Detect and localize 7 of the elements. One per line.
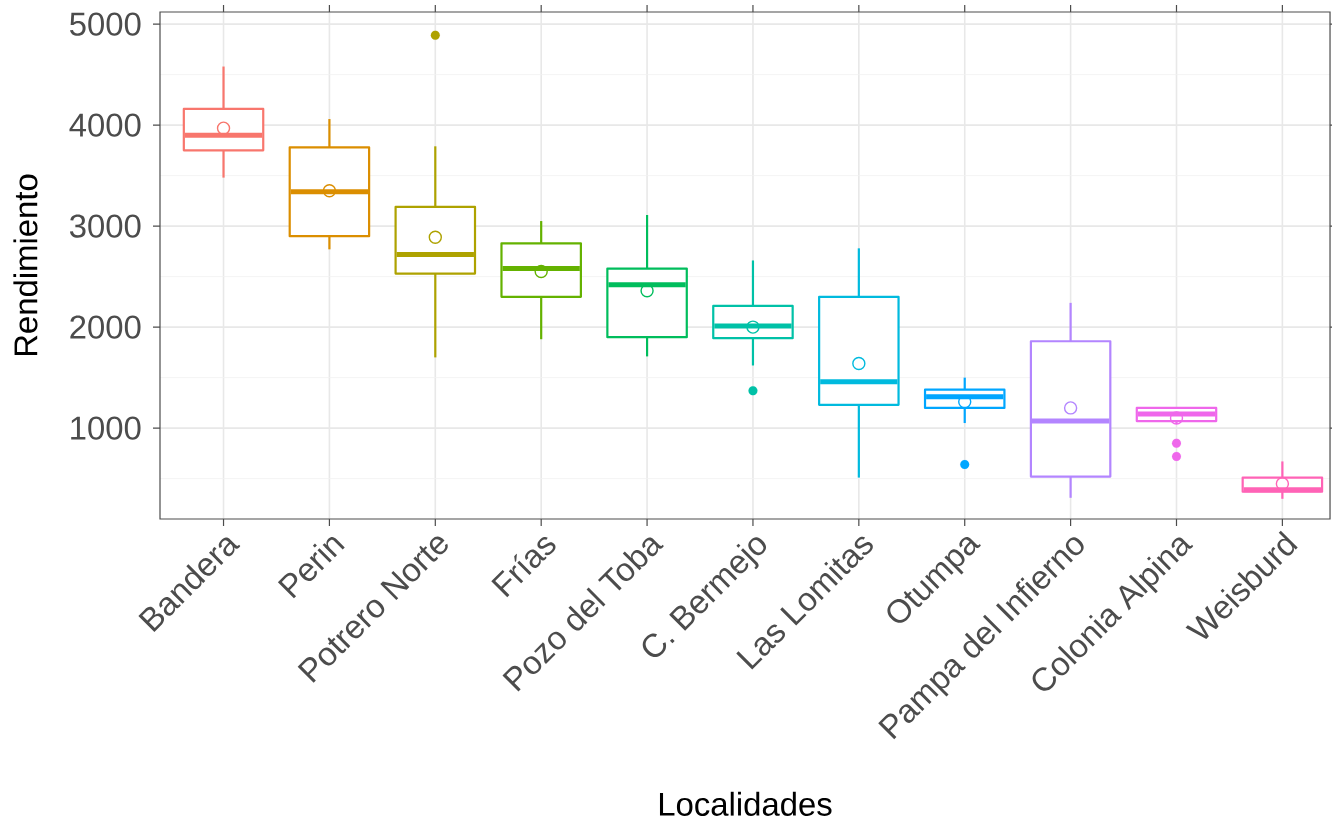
y-axis-title: Rendimiento bbox=[13, 174, 38, 356]
x-axis-title: Localidades bbox=[659, 791, 832, 816]
y-tick-label: 1000 bbox=[71, 416, 141, 440]
y-tick-label: 3000 bbox=[69, 214, 141, 238]
y-tick-label: 5000 bbox=[70, 12, 141, 36]
y-tick-label: 4000 bbox=[69, 113, 141, 137]
y-tick-label: 2000 bbox=[70, 315, 141, 339]
